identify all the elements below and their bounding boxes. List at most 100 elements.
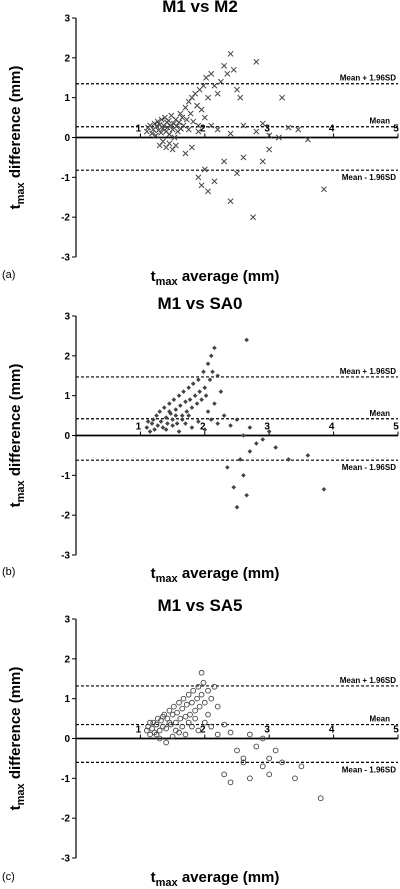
data-point <box>208 353 214 359</box>
data-point <box>266 771 273 778</box>
x-tick-label: 2 <box>200 422 206 433</box>
data-point <box>228 423 233 428</box>
data-point <box>221 62 228 69</box>
data-point <box>196 419 201 424</box>
data-point-stroke <box>211 82 218 89</box>
y-axis-label-sub: max <box>15 181 27 204</box>
data-point <box>224 70 231 77</box>
y-tick-label: 2 <box>64 53 70 64</box>
data-point-stroke <box>279 94 286 101</box>
data-point-stroke <box>227 50 234 57</box>
data-point-stroke <box>201 166 208 173</box>
chart-panel-b: M1 vs SA0 -3 -2 -1 0 1 2 3 1 2 3 4 5 Mean + 1.96SD Mea… <box>2 294 399 585</box>
data-point <box>163 415 169 420</box>
data-points <box>143 50 327 221</box>
data-point <box>143 727 150 734</box>
data-point <box>188 144 195 151</box>
data-point <box>187 397 193 402</box>
data-point-stroke <box>159 138 166 145</box>
data-point-stroke <box>211 178 218 185</box>
data-point <box>234 747 240 754</box>
data-point <box>198 182 205 189</box>
data-point-stroke <box>237 94 244 101</box>
data-point-stroke <box>161 114 168 121</box>
x-axis-label: tmax average (mm) <box>151 869 280 889</box>
chart-panel-c: M1 vs SA5 -3 -2 -1 0 1 2 3 1 2 3 4 5 Mean + 1.96SD Mea… <box>2 596 399 889</box>
data-point <box>170 417 175 422</box>
x-axis-label-t: t <box>151 268 156 285</box>
data-point-stroke <box>227 130 234 137</box>
data-point <box>200 679 207 686</box>
y-tick-label: -1 <box>61 471 70 482</box>
y-axis-label-rest: difference (mm) <box>7 364 24 481</box>
data-point <box>186 413 191 418</box>
data-point-stroke <box>240 154 247 161</box>
data-point-stroke <box>221 62 228 69</box>
reference-line-label: Mean + 1.96SD <box>340 74 396 83</box>
data-point <box>165 421 170 426</box>
data-point <box>158 419 164 424</box>
data-point <box>202 385 208 390</box>
data-point-stroke <box>180 122 187 129</box>
data-point <box>173 413 179 418</box>
y-axis-label-sub: max <box>15 479 27 502</box>
data-point <box>166 140 173 147</box>
y-axis-label: tmax difference (mm) <box>7 667 27 811</box>
data-point <box>237 94 244 101</box>
data-point <box>147 122 154 129</box>
x-tick-label: 4 <box>329 422 335 433</box>
data-point-stroke <box>227 198 234 205</box>
data-point-stroke <box>253 58 260 65</box>
data-point-stroke <box>169 146 176 153</box>
data-point <box>179 114 186 121</box>
data-point <box>202 427 208 432</box>
data-point-stroke <box>205 94 211 101</box>
data-point <box>234 504 240 510</box>
data-point <box>189 699 195 706</box>
data-point <box>240 122 247 129</box>
data-point <box>205 687 211 694</box>
data-point-stroke <box>214 126 221 133</box>
data-point <box>147 429 153 434</box>
data-point <box>176 429 182 434</box>
data-point-stroke <box>153 123 160 130</box>
data-point <box>201 166 208 173</box>
data-point <box>184 409 190 414</box>
data-point <box>185 719 192 726</box>
x-axis-label-rest: average (mm) <box>178 565 280 582</box>
data-point-stroke <box>234 170 240 177</box>
x-tick-label: 1 <box>136 422 142 433</box>
data-point <box>207 377 213 383</box>
data-point-stroke <box>205 188 211 195</box>
data-point <box>169 733 176 740</box>
data-point <box>190 687 197 694</box>
data-point <box>161 405 167 410</box>
data-point <box>153 123 160 130</box>
y-tick-label: -2 <box>61 213 70 224</box>
data-point <box>266 755 273 762</box>
x-tick-label: 1 <box>136 124 142 135</box>
data-point <box>157 409 163 414</box>
data-point <box>159 138 166 145</box>
data-point <box>173 123 180 130</box>
data-point-stroke <box>266 146 273 153</box>
data-point-stroke <box>163 144 170 151</box>
data-point-stroke <box>156 142 163 149</box>
data-point <box>183 421 188 426</box>
data-point <box>163 144 170 151</box>
data-point <box>231 484 237 490</box>
data-point <box>194 401 200 406</box>
data-point <box>221 413 227 418</box>
data-point <box>167 401 172 406</box>
data-point-stroke <box>240 122 247 129</box>
data-point-stroke <box>208 122 215 129</box>
data-point-stroke <box>149 130 155 137</box>
data-point <box>292 775 298 782</box>
x-axis-label-t: t <box>151 869 156 886</box>
y-axis-label-sub: max <box>15 782 27 805</box>
data-points <box>144 337 327 510</box>
data-point-stroke <box>221 158 228 165</box>
data-point <box>176 393 182 398</box>
data-point <box>237 457 243 462</box>
data-point <box>179 417 185 422</box>
